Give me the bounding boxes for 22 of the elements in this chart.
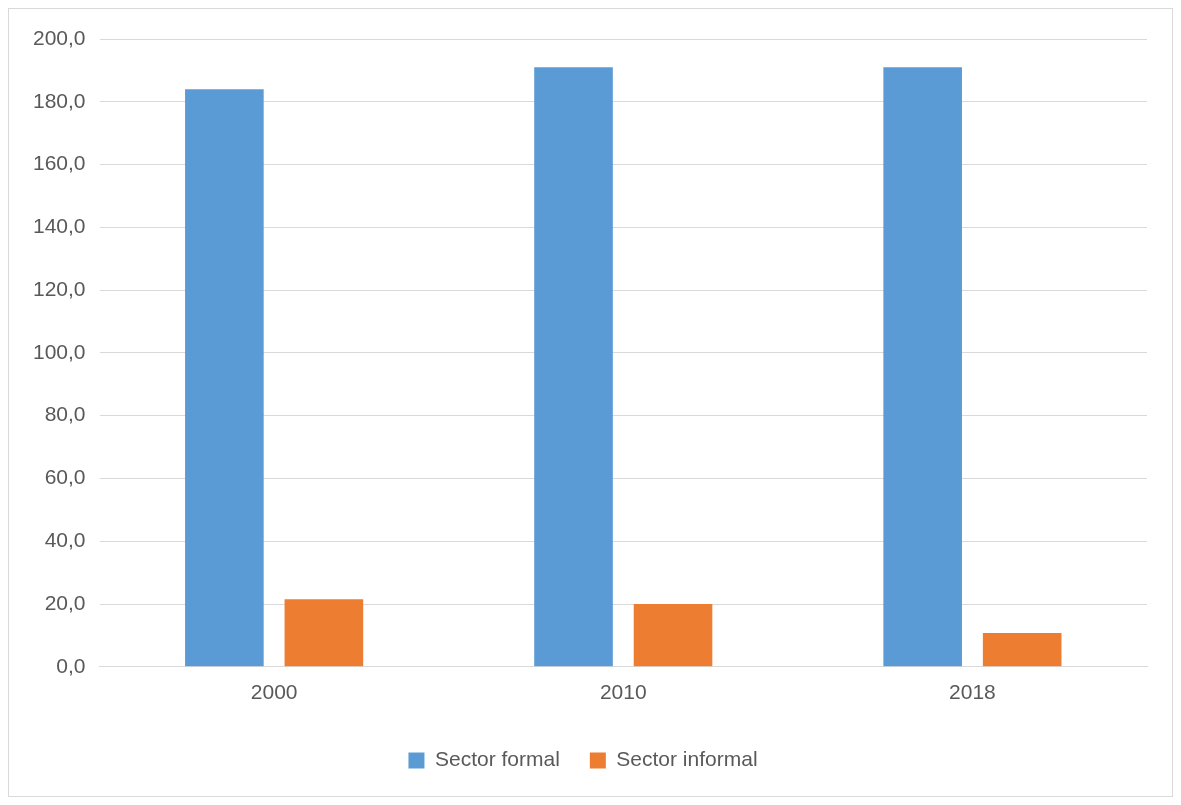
y-tick-label: 100,0	[32, 339, 86, 363]
y-tick-label: 120,0	[32, 276, 86, 300]
bar	[284, 599, 364, 667]
bar	[534, 67, 613, 667]
y-tick-label: 40,0	[44, 528, 86, 552]
y-tick-label: 160,0	[32, 151, 86, 175]
y-tick-label: 80,0	[44, 402, 86, 426]
y-tick-label: 200,0	[32, 25, 86, 49]
x-tick-label: 2010	[599, 680, 647, 704]
y-tick-label: 20,0	[44, 590, 86, 614]
bar	[982, 632, 1062, 667]
legend-label: Sector informal	[616, 747, 758, 771]
legend-label: Sector formal	[434, 747, 560, 771]
bar	[185, 89, 264, 667]
y-tick-label: 140,0	[32, 214, 86, 238]
x-tick-label: 2000	[250, 680, 298, 704]
bar	[633, 604, 713, 667]
y-tick-label: 60,0	[44, 465, 86, 489]
x-tick-label: 2018	[949, 680, 996, 704]
y-tick-label: 0,0	[56, 653, 86, 677]
y-tick-label: 180,0	[32, 88, 86, 112]
bar	[883, 67, 962, 667]
